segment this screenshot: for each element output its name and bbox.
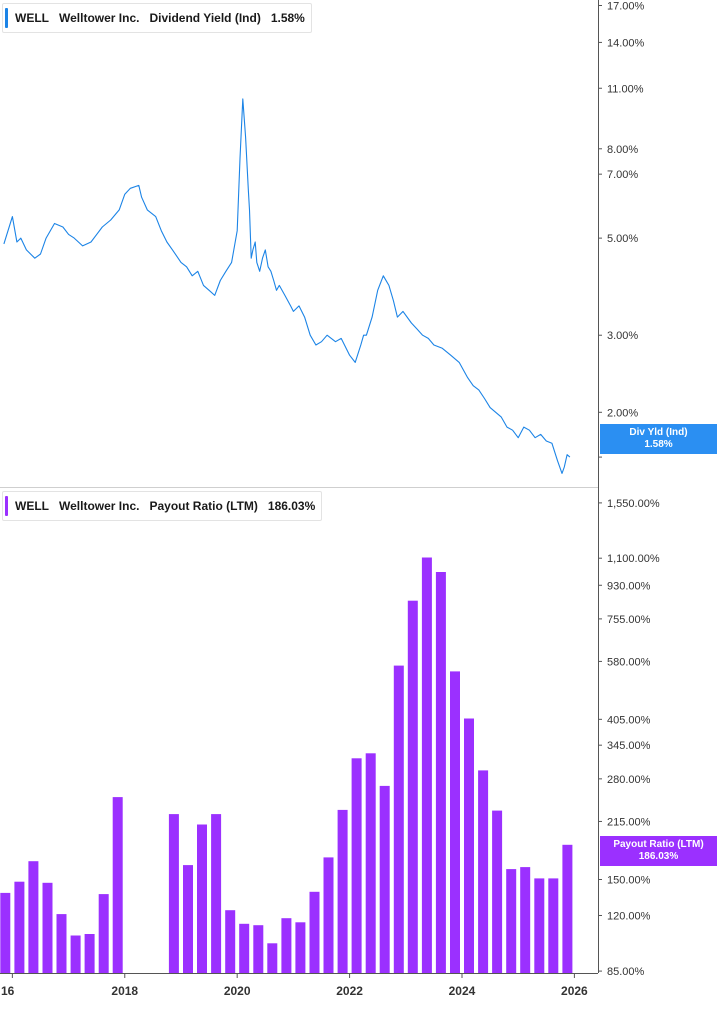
payout-bar [197,824,207,973]
top-legend-ticker: WELL [15,11,49,25]
yield-tick-label: 14.00% [607,37,645,49]
payout-bar [365,753,376,973]
yield-tick-label: 5.00% [607,233,638,245]
payout-bar [225,910,236,973]
x-tick-label: 2026 [561,984,588,998]
payout-bar [492,810,503,973]
top-legend-metric: Dividend Yield (Ind) [149,11,261,25]
yield-value-badge: Div Yld (Ind) 1.58% [600,424,717,454]
x-tick-label: 2022 [336,984,363,998]
top-legend-value: 1.58% [270,11,305,25]
payout-bar [407,600,418,973]
payout-bar [42,882,53,973]
x-tick-label: 2018 [111,984,138,998]
payout-bar [295,922,306,973]
payout-bar [98,894,109,973]
payout-tick-label: 580.00% [607,656,651,668]
payout-bar [14,881,25,973]
payout-bar [56,914,67,973]
payout-tick-label: 405.00% [607,714,651,726]
payout-tick-label: 345.00% [607,740,651,752]
payout-bar [239,923,250,973]
top-legend-company: Welltower Inc. [59,11,140,25]
payout-tick-label: 215.00% [607,816,651,828]
payout-bar [253,925,264,973]
payout-bar [450,671,460,973]
payout-bar [435,572,446,973]
payout-tick-label: 930.00% [607,580,651,592]
payout-bar [183,865,193,973]
payout-bar [281,918,292,973]
payout-tick-label: 120.00% [607,910,651,922]
payout-tick-label: 1,100.00% [607,553,660,565]
payout-bar [168,814,179,973]
payout-bar [323,857,334,973]
yield-tick-label: 8.00% [607,144,638,156]
payout-bar [548,878,559,973]
payout-tick-label: 85.00% [607,966,645,978]
payout-badge-value: 186.03% [638,851,679,862]
payout-tick-label: 150.00% [607,874,651,886]
payout-bar [478,770,489,973]
payout-tick-label: 280.00% [607,774,651,786]
payout-bar [309,891,320,973]
payout-bar [379,785,390,973]
bottom-legend-company: Welltower Inc. [59,499,140,513]
payout-bar [421,557,432,973]
payout-bar [0,892,11,973]
yield-tick-label: 3.00% [607,330,638,342]
payout-bar [70,935,81,973]
bottom-legend-value: 186.03% [267,499,316,513]
payout-tick-label: 755.00% [607,614,651,626]
yield-tick-label: 7.00% [607,169,638,181]
payout-bar [84,934,95,973]
x-tick-label: 16 [1,984,15,998]
payout-bar [267,943,278,973]
payout-bar [464,718,474,973]
payout-bar [351,758,362,973]
top-legend-swatch [5,8,8,28]
yield-tick-label: 11.00% [607,83,644,95]
payout-bar [562,844,573,973]
bottom-legend-metric: Payout Ratio (LTM) [149,499,258,513]
payout-bar [534,878,545,973]
yield-badge-value: 1.58% [644,439,673,450]
payout-bar [337,809,348,973]
payout-value-badge: Payout Ratio (LTM) 186.03% [600,836,717,866]
payout-tick-label: 1,550.00% [607,498,660,510]
payout-bar [393,665,404,973]
bottom-legend-swatch [5,496,8,516]
payout-bar [506,869,517,973]
payout-bar [28,861,39,973]
x-tick-label: 2020 [224,984,251,998]
bottom-legend-ticker: WELL [15,499,49,513]
payout-bar [520,867,531,973]
yield-badge-label: Div Yld (Ind) [629,427,688,438]
yield-line [3,98,571,474]
yield-tick-label: 17.00% [607,1,645,13]
payout-bar [112,797,123,973]
payout-badge-label: Payout Ratio (LTM) [613,839,704,850]
top-legend: WELL Welltower Inc. Dividend Yield (Ind)… [2,3,312,33]
bottom-legend: WELL Welltower Inc. Payout Ratio (LTM) 1… [2,491,323,521]
x-tick-label: 2024 [449,984,476,998]
yield-tick-label: 2.00% [607,407,638,419]
payout-bar [211,814,222,973]
